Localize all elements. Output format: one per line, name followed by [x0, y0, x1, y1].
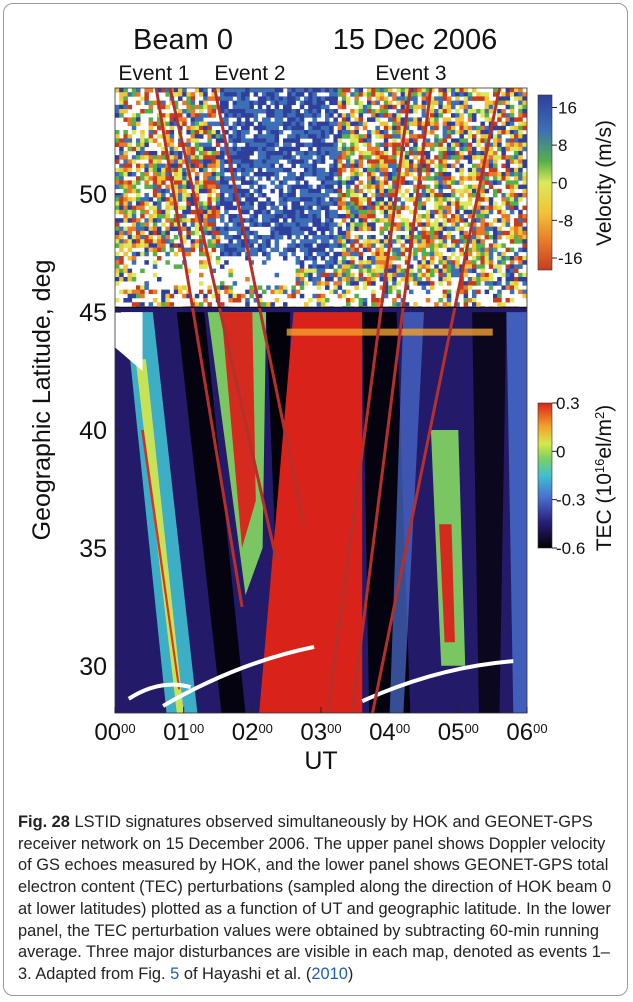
velocity-colorbar-tick: 0	[558, 174, 567, 193]
tec-colorbar-tick: -0.6	[556, 539, 585, 558]
x-tick-label: 0300	[300, 719, 341, 746]
y-tick-label: 35	[79, 535, 107, 563]
figure-caption: Fig. 28 LSTID signatures observed simult…	[18, 812, 614, 986]
x-tick-label: 0400	[369, 719, 410, 746]
tec-colorbar-tick: 0	[556, 442, 565, 461]
y-tick-label: 40	[79, 417, 107, 445]
x-tick-label: 0500	[438, 719, 479, 746]
x-tick-label: 0200	[232, 719, 273, 746]
event-lines	[154, 88, 502, 713]
tec-colorbar-tick: -0.3	[556, 491, 585, 510]
lstid-figure: Beam 0 15 Dec 2006 Event 1 Event 2 Event…	[28, 24, 617, 775]
velocity-colorbar-tick: 16	[558, 99, 577, 118]
caption-citation-link[interactable]: 2010	[311, 964, 348, 983]
event-line-3-1	[326, 88, 412, 713]
velocity-colorbar-tick: 8	[558, 136, 567, 155]
x-tick-label: 0000	[94, 719, 135, 746]
chart-title: Beam 0	[133, 24, 233, 56]
chart-date: 15 Dec 2006	[333, 24, 497, 56]
event-label-3: Event 3	[375, 62, 446, 85]
y-axis-label: Geographic Latitude, deg	[28, 260, 56, 541]
event-line-1-1	[154, 88, 244, 608]
plot-area	[115, 88, 527, 713]
tec-colorbar-tick: 0.3	[556, 394, 580, 413]
y-axis-ticks: 30 35 40 45 50	[79, 181, 121, 681]
caption-text: LSTID signatures observed simultaneously…	[18, 813, 612, 983]
velocity-colorbar: 16 8 0 -8 -16 Velocity (m/s)	[537, 94, 616, 271]
event-label-1: Event 1	[118, 62, 189, 85]
caption-figure-link[interactable]: 5	[170, 964, 180, 983]
y-tick-label: 30	[79, 653, 107, 681]
event-line-3-3	[371, 88, 502, 713]
y-tick-label: 45	[79, 299, 107, 327]
velocity-colorbar-label: Velocity (m/s)	[593, 120, 616, 246]
event-line-2-1	[213, 88, 306, 525]
caption-figure-label: Fig. 28	[18, 813, 70, 831]
event-label-2: Event 2	[214, 62, 285, 85]
tec-colorbar-label: TEC (1016el/m2)	[592, 405, 617, 552]
tec-colorbar: 0.3 0 -0.3 -0.6 TEC (1016el/m2)	[537, 394, 617, 558]
y-tick-label: 50	[79, 181, 107, 209]
event-line-3-2	[350, 88, 433, 713]
tec-map	[115, 307, 527, 713]
velocity-colorbar-tick: -8	[558, 211, 573, 230]
velocity-colorbar-tick: -16	[558, 249, 583, 268]
x-tick-label: 0100	[163, 719, 204, 746]
velocity-map	[115, 88, 527, 311]
x-axis-label: UT	[304, 747, 337, 775]
event-line-1-2	[168, 88, 278, 561]
caption-text-cont: of Hayashi et al. (	[179, 964, 312, 983]
x-tick-label: 0600	[506, 719, 547, 746]
x-axis-ticks: 0000 0100 0200 0300 0400 0500 0600	[94, 707, 548, 746]
caption-text-end: )	[347, 964, 354, 983]
